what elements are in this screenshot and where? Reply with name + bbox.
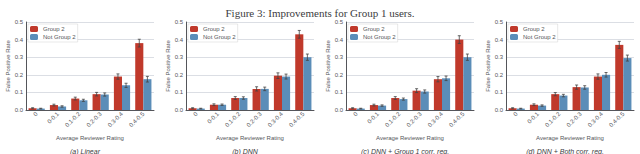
svg-text:0-0.1: 0-0.1 [46, 110, 60, 124]
svg-text:0-0.1: 0-0.1 [206, 110, 220, 124]
svg-text:0.2: 0.2 [495, 72, 504, 78]
svg-text:0.5: 0.5 [335, 19, 344, 25]
svg-text:0.4-0.5: 0.4-0.5 [448, 110, 466, 128]
svg-text:0.4-0.5: 0.4-0.5 [288, 110, 306, 128]
svg-text:0.0: 0.0 [495, 107, 504, 113]
svg-text:0.0: 0.0 [335, 107, 344, 113]
svg-text:0.2-0.3: 0.2-0.3 [565, 110, 583, 128]
svg-text:0.1-0.2: 0.1-0.2 [384, 110, 402, 128]
svg-text:Group 2: Group 2 [363, 26, 385, 32]
svg-text:0.4: 0.4 [15, 37, 24, 43]
svg-text:False Positive Rate: False Positive Rate [165, 40, 171, 92]
svg-text:0.1: 0.1 [175, 89, 184, 95]
svg-text:0: 0 [512, 110, 519, 117]
svg-text:0.2-0.3: 0.2-0.3 [85, 110, 103, 128]
svg-text:0.5: 0.5 [495, 19, 504, 25]
svg-text:0: 0 [192, 110, 199, 117]
svg-text:Not Group 2: Not Group 2 [523, 34, 556, 40]
svg-text:0.3: 0.3 [175, 54, 184, 60]
svg-text:0.4: 0.4 [335, 37, 344, 43]
svg-text:0.3-0.4: 0.3-0.4 [107, 110, 125, 128]
svg-text:Not Group 2: Not Group 2 [363, 34, 396, 40]
svg-text:Average Reviewer Rating: Average Reviewer Rating [376, 135, 444, 141]
svg-text:Group 2: Group 2 [43, 26, 65, 32]
svg-text:0.5: 0.5 [175, 19, 184, 25]
svg-text:0.3-0.4: 0.3-0.4 [267, 110, 285, 128]
svg-text:0: 0 [32, 110, 39, 117]
svg-text:Not Group 2: Not Group 2 [203, 34, 236, 40]
svg-text:(c) DNN + Group 1 corr. reg.: (c) DNN + Group 1 corr. reg. [361, 148, 449, 154]
svg-text:0.2: 0.2 [15, 72, 24, 78]
svg-text:0-0.1: 0-0.1 [366, 110, 380, 124]
svg-text:0.1: 0.1 [495, 89, 504, 95]
svg-text:(a) Linear: (a) Linear [70, 148, 101, 154]
svg-text:Group 2: Group 2 [523, 26, 545, 32]
svg-text:0.5: 0.5 [15, 19, 24, 25]
svg-text:0.4: 0.4 [495, 37, 504, 43]
svg-text:(d) DNN + Both corr. reg.: (d) DNN + Both corr. reg. [526, 148, 604, 154]
svg-text:0.2-0.3: 0.2-0.3 [245, 110, 263, 128]
svg-text:0.1-0.2: 0.1-0.2 [224, 110, 242, 128]
svg-text:0.3: 0.3 [335, 54, 344, 60]
svg-text:0.2-0.3: 0.2-0.3 [405, 110, 423, 128]
svg-text:0.2: 0.2 [175, 72, 184, 78]
svg-text:0.0: 0.0 [175, 107, 184, 113]
svg-text:0.4-0.5: 0.4-0.5 [608, 110, 626, 128]
svg-text:0.1: 0.1 [15, 89, 24, 95]
svg-text:0.4-0.5: 0.4-0.5 [128, 110, 146, 128]
svg-text:0: 0 [352, 110, 359, 117]
svg-text:0.1-0.2: 0.1-0.2 [64, 110, 82, 128]
svg-text:0.3: 0.3 [495, 54, 504, 60]
svg-text:Average Reviewer Rating: Average Reviewer Rating [536, 135, 604, 141]
svg-text:0.3-0.4: 0.3-0.4 [427, 110, 445, 128]
svg-text:0.3: 0.3 [15, 54, 24, 60]
svg-text:Group 2: Group 2 [203, 26, 225, 32]
svg-text:0.3-0.4: 0.3-0.4 [587, 110, 605, 128]
svg-text:False Positive Rate: False Positive Rate [325, 40, 331, 92]
svg-text:0.1-0.2: 0.1-0.2 [544, 110, 562, 128]
svg-text:0.0: 0.0 [15, 107, 24, 113]
svg-text:False Positive Rate: False Positive Rate [5, 40, 11, 92]
svg-text:Not Group 2: Not Group 2 [43, 34, 76, 40]
svg-text:0.1: 0.1 [335, 89, 344, 95]
svg-text:Figure 3: Improvements for Gro: Figure 3: Improvements for Group 1 users… [225, 7, 414, 19]
svg-text:0.4: 0.4 [175, 37, 184, 43]
svg-text:0.2: 0.2 [335, 72, 344, 78]
svg-text:0-0.1: 0-0.1 [526, 110, 540, 124]
svg-text:(b) DNN: (b) DNN [232, 148, 259, 154]
svg-text:Average Reviewer Rating: Average Reviewer Rating [216, 135, 284, 141]
svg-text:False Positive Rate: False Positive Rate [485, 40, 491, 92]
svg-text:Average Reviewer Rating: Average Reviewer Rating [56, 135, 124, 141]
